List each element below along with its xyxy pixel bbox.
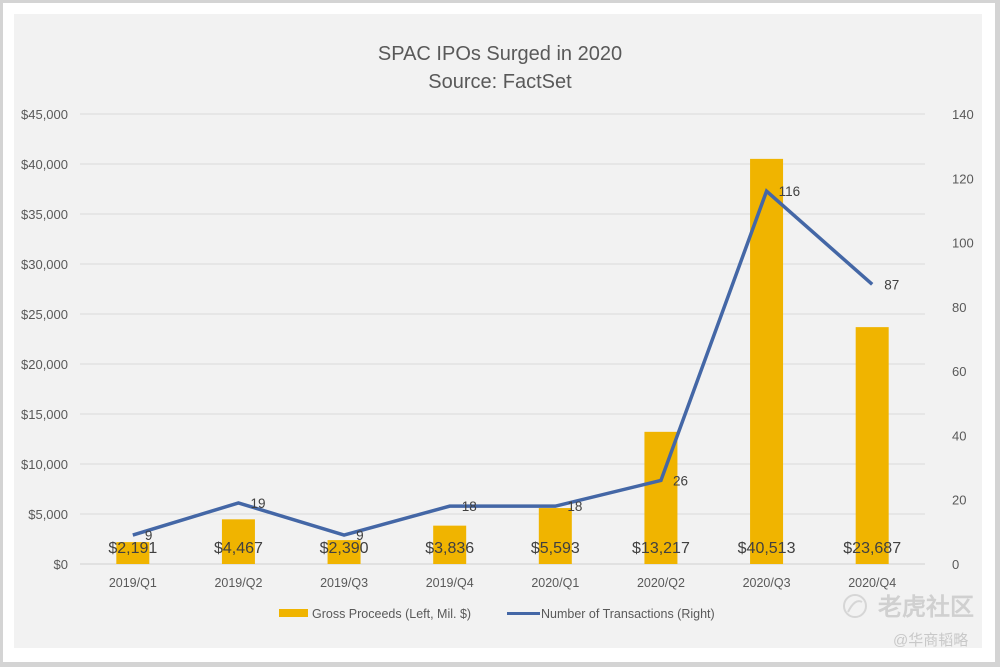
watermark-brand: 老虎社区 bbox=[878, 593, 974, 621]
line-data-label: 26 bbox=[673, 473, 688, 488]
legend: Gross Proceeds (Left, Mil. $) Number of … bbox=[279, 607, 715, 621]
x-axis-category-label: 2020/Q2 bbox=[637, 576, 685, 590]
chart-subtitle: Source: FactSet bbox=[428, 71, 572, 93]
watermark-author: @华商韬略 bbox=[893, 632, 968, 649]
left-axis-tick-label: $10,000 bbox=[21, 457, 68, 472]
bar bbox=[538, 508, 572, 564]
watermark: 老虎社区 @华商韬略 bbox=[843, 593, 974, 649]
transactions-line bbox=[132, 188, 874, 537]
right-axis-tick-label: 80 bbox=[952, 300, 966, 315]
left-axis-tick-label: $25,000 bbox=[21, 307, 68, 322]
line-data-label: 116 bbox=[779, 184, 801, 199]
right-axis-tick-label: 120 bbox=[952, 171, 974, 186]
x-axis-category-label: 2019/Q3 bbox=[320, 576, 368, 590]
left-axis-tick-label: $15,000 bbox=[21, 407, 68, 422]
bar-data-label: $40,513 bbox=[738, 540, 796, 557]
x-axis-category-label: 2019/Q4 bbox=[426, 576, 474, 590]
bar bbox=[116, 542, 150, 564]
line-data-label: 18 bbox=[567, 499, 582, 514]
x-axis-category-label: 2020/Q1 bbox=[531, 576, 579, 590]
line-data-label: 9 bbox=[356, 528, 364, 543]
tiger-logo-icon bbox=[843, 594, 867, 618]
left-axis-tick-label: $40,000 bbox=[21, 157, 68, 172]
bar bbox=[327, 540, 361, 564]
bar-data-label: $2,390 bbox=[320, 540, 369, 557]
right-axis-tick-label: 140 bbox=[952, 107, 974, 122]
legend-swatch-bar bbox=[279, 609, 308, 617]
right-axis-tick-label: 100 bbox=[952, 236, 974, 251]
bar bbox=[855, 327, 889, 564]
chart-panel bbox=[14, 14, 982, 648]
left-axis-tick-label: $20,000 bbox=[21, 357, 68, 372]
x-axis-category-label: 2019/Q1 bbox=[109, 576, 157, 590]
bar-data-label: $13,217 bbox=[632, 540, 690, 557]
left-axis-tick-label: $0 bbox=[54, 557, 68, 572]
tiger-logo-stroke bbox=[847, 600, 863, 613]
line-data-label: 87 bbox=[884, 277, 899, 292]
legend-label-line: Number of Transactions (Right) bbox=[541, 607, 715, 621]
x-axis-category-label: 2019/Q2 bbox=[214, 576, 262, 590]
bar bbox=[221, 519, 255, 564]
legend-label-bar: Gross Proceeds (Left, Mil. $) bbox=[312, 607, 471, 621]
right-axis-tick-label: 0 bbox=[952, 557, 959, 572]
bar-data-label: $2,191 bbox=[108, 540, 157, 557]
x-axis-category-label: 2020/Q4 bbox=[848, 576, 896, 590]
left-axis-tick-label: $45,000 bbox=[21, 107, 68, 122]
right-axis-tick-label: 40 bbox=[952, 428, 966, 443]
bar-data-label: $23,687 bbox=[843, 540, 901, 557]
chart-title: SPAC IPOs Surged in 2020 bbox=[378, 43, 622, 65]
bar bbox=[433, 525, 467, 564]
x-axis-category-label: 2020/Q3 bbox=[743, 576, 791, 590]
bar-data-label: $3,836 bbox=[425, 540, 474, 557]
right-axis-tick-label: 20 bbox=[952, 493, 966, 508]
line-data-label: 19 bbox=[250, 496, 265, 511]
left-axis-tick-label: $35,000 bbox=[21, 207, 68, 222]
left-axis-tick-label: $30,000 bbox=[21, 257, 68, 272]
left-axis-tick-label: $5,000 bbox=[28, 507, 68, 522]
bar-data-label: $5,593 bbox=[531, 540, 580, 557]
line-data-label: 18 bbox=[462, 499, 477, 514]
bar-data-label: $4,467 bbox=[214, 540, 263, 557]
line-data-label: 9 bbox=[145, 528, 153, 543]
bar bbox=[750, 158, 784, 564]
right-axis-tick-label: 60 bbox=[952, 364, 966, 379]
